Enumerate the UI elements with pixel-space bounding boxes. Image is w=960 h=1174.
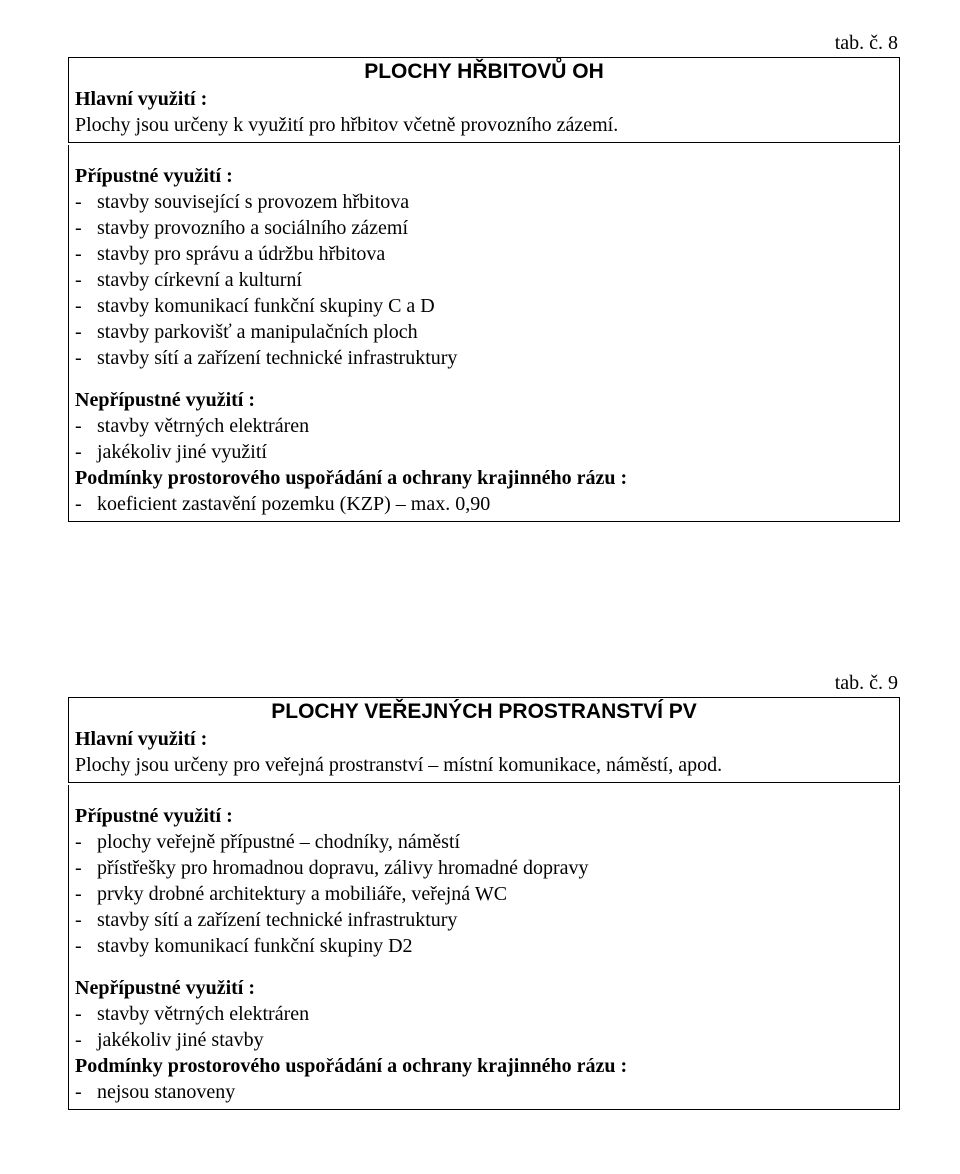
list-item: stavby pro správu a údržbu hřbitova — [97, 241, 893, 267]
list-item: stavby větrných elektráren — [97, 413, 893, 439]
list-item: stavby komunikací funkční skupiny D2 — [97, 933, 893, 959]
list-item: koeficient zastavění pozemku (KZP) – max… — [97, 491, 893, 517]
list-item: prvky drobné architektury a mobiliáře, v… — [97, 881, 893, 907]
block2-main-text: Plochy jsou určeny pro veřejná prostrans… — [75, 752, 893, 778]
list-item: přístřešky pro hromadnou dopravu, zálivy… — [97, 855, 893, 881]
block2-body-box: Přípustné využití : plochy veřejně přípu… — [68, 785, 900, 1110]
block1-disallow-list: stavby větrných elektráren jakékoliv jin… — [75, 413, 893, 465]
tab-8-label: tab. č. 8 — [68, 32, 898, 55]
block1-cond-heading: Podmínky prostorového uspořádání a ochra… — [75, 465, 893, 491]
list-item: jakékoliv jiné využití — [97, 439, 893, 465]
list-item: stavby větrných elektráren — [97, 1001, 893, 1027]
list-item: stavby související s provozem hřbitova — [97, 189, 893, 215]
block2-title-box: PLOCHY VEŘEJNÝCH PROSTRANSTVÍ PV Hlavní … — [68, 697, 900, 783]
list-item: stavby sítí a zařízení technické infrast… — [97, 345, 893, 371]
block1-allow-list: stavby související s provozem hřbitova s… — [75, 189, 893, 371]
block1-main-text: Plochy jsou určeny k využití pro hřbitov… — [75, 112, 893, 138]
block2-disallow-heading: Nepřípustné využití : — [75, 975, 893, 1001]
block2-allow-section: Přípustné využití : plochy veřejně přípu… — [75, 803, 893, 959]
list-item: jakékoliv jiné stavby — [97, 1027, 893, 1053]
list-item: stavby církevní a kulturní — [97, 267, 893, 293]
block2-cond-list: nejsou stanoveny — [75, 1079, 893, 1105]
spacer — [68, 522, 900, 672]
block2-cond-heading: Podmínky prostorového uspořádání a ochra… — [75, 1053, 893, 1079]
tab-9-label: tab. č. 9 — [68, 672, 898, 695]
list-item: stavby provozního a sociálního zázemí — [97, 215, 893, 241]
block1-cond-list: koeficient zastavění pozemku (KZP) – max… — [75, 491, 893, 517]
block1-main-heading: Hlavní využití : — [75, 86, 893, 112]
list-item: nejsou stanoveny — [97, 1079, 893, 1105]
block2-allow-heading: Přípustné využití : — [75, 803, 893, 829]
block1-allow-section: Přípustné využití : stavby související s… — [75, 163, 893, 371]
block1-body-box: Přípustné využití : stavby související s… — [68, 145, 900, 522]
block1-allow-heading: Přípustné využití : — [75, 163, 893, 189]
block1-disallow-section: Nepřípustné využití : stavby větrných el… — [75, 387, 893, 465]
block1-title: PLOCHY HŘBITOVŮ OH — [75, 60, 893, 84]
block2-allow-list: plochy veřejně přípustné – chodníky, nám… — [75, 829, 893, 959]
page: tab. č. 8 PLOCHY HŘBITOVŮ OH Hlavní využ… — [0, 0, 960, 1150]
list-item: stavby parkovišť a manipulačních ploch — [97, 319, 893, 345]
block1-title-box: PLOCHY HŘBITOVŮ OH Hlavní využití : Ploc… — [68, 57, 900, 143]
block2-disallow-list: stavby větrných elektráren jakékoliv jin… — [75, 1001, 893, 1053]
block1-disallow-heading: Nepřípustné využití : — [75, 387, 893, 413]
list-item: stavby komunikací funkční skupiny C a D — [97, 293, 893, 319]
list-item: plochy veřejně přípustné – chodníky, nám… — [97, 829, 893, 855]
block2-title: PLOCHY VEŘEJNÝCH PROSTRANSTVÍ PV — [75, 700, 893, 724]
list-item: stavby sítí a zařízení technické infrast… — [97, 907, 893, 933]
block2-main-heading: Hlavní využití : — [75, 726, 893, 752]
block2-disallow-section: Nepřípustné využití : stavby větrných el… — [75, 975, 893, 1053]
